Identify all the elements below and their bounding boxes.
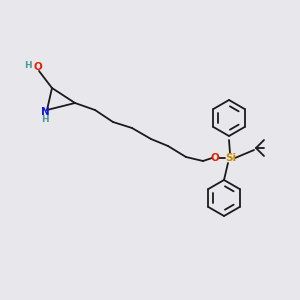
Text: O: O: [34, 62, 42, 72]
Text: O: O: [211, 153, 219, 163]
Text: H: H: [24, 61, 32, 70]
Text: Si: Si: [225, 153, 237, 163]
Text: N: N: [40, 107, 50, 117]
Text: H: H: [41, 116, 49, 124]
